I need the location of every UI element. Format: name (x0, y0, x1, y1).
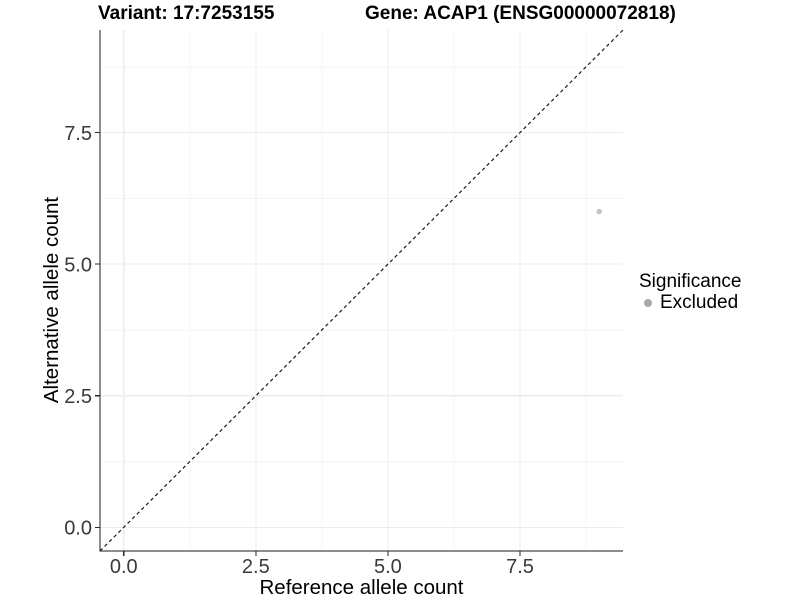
x-tick-label: 0.0 (110, 556, 138, 578)
x-tick-label: 2.5 (242, 556, 270, 578)
y-tick-label: 5.0 (64, 254, 92, 276)
x-axis-title: Reference allele count (259, 576, 464, 599)
x-tick-label: 7.5 (506, 556, 534, 578)
plot-title-gene: Gene: ACAP1 (ENSG00000072818) (365, 3, 676, 24)
identity-line (99, 29, 624, 552)
legend-item-excluded: Excluded (636, 293, 741, 312)
legend-point-swatch (644, 298, 652, 307)
x-tick-label: 5.0 (374, 556, 402, 578)
y-tick-label: 2.5 (64, 386, 92, 408)
y-axis-title: Alternative allele count (40, 196, 63, 404)
legend-title: Significance (639, 271, 742, 292)
y-tick-label: 7.5 (64, 123, 92, 145)
plot-title-variant: Variant: 17:7253155 (98, 3, 275, 24)
data-point (596, 208, 603, 215)
y-tick-label: 0.0 (64, 518, 92, 540)
legend: Significance Excluded (636, 272, 741, 312)
legend-item-label: Excluded (660, 292, 739, 313)
